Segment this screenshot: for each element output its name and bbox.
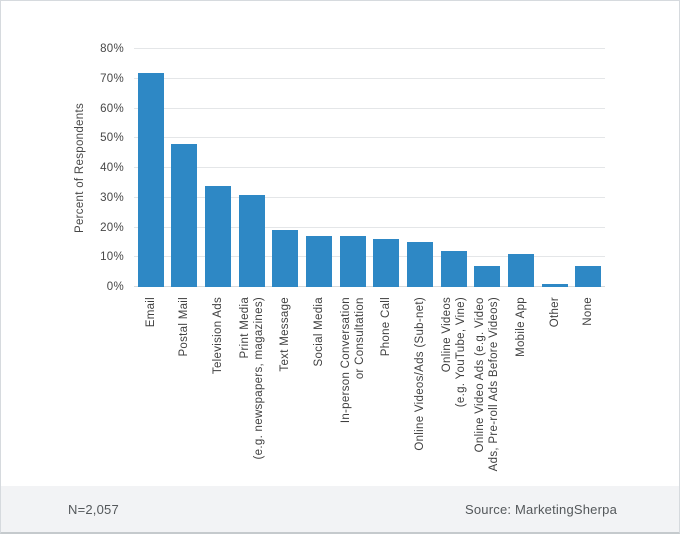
x-label-cell: In-person Conversation or Consultation	[336, 297, 370, 487]
source-credit-label: Source: MarketingSherpa	[464, 501, 617, 517]
bar-slot	[571, 49, 605, 287]
x-label-cell: Email	[134, 297, 168, 487]
bar	[373, 239, 400, 287]
gridline-40	[134, 167, 605, 168]
x-axis-label: Social Media	[313, 297, 326, 367]
x-label-cell: Mobile App	[504, 297, 538, 487]
x-axis-label: Online Video Ads (e.g. Video Ads, Pre-ro…	[474, 297, 501, 472]
y-tick-label: 50%	[100, 132, 124, 145]
bar	[575, 266, 602, 287]
bar-slot	[269, 49, 303, 287]
gridline-20	[134, 226, 605, 228]
y-tick-label: 20%	[100, 221, 124, 234]
bar-slot	[336, 49, 370, 287]
footer: N=2,057 Source: MarketingSherpa	[1, 486, 679, 532]
y-tick-label: 70%	[100, 72, 124, 85]
bar-slot	[437, 49, 471, 287]
y-tick-label: 60%	[100, 102, 124, 115]
x-label-cell: Online Videos (e.g. YouTube, Vine)	[437, 297, 471, 487]
bar-slot	[369, 49, 403, 287]
y-tick-label: 10%	[100, 251, 124, 264]
x-axis-labels: Email Postal Mail Television Ads Print Medi…	[134, 297, 605, 487]
x-axis-label: In-person Conversation or Consultation	[339, 297, 366, 424]
x-label-cell: Text Message	[269, 297, 303, 487]
bar	[339, 236, 366, 287]
bar	[171, 144, 198, 287]
x-label-cell: Phone Call	[369, 297, 403, 487]
x-axis-label: Text Message	[279, 297, 292, 372]
bar-slot	[470, 49, 504, 287]
y-tick-label: 80%	[100, 43, 124, 55]
bar	[137, 72, 164, 287]
bar-slot	[201, 49, 235, 287]
x-axis-label: Phone Call	[380, 297, 393, 357]
bar	[507, 254, 534, 287]
bar-slot	[504, 49, 538, 287]
x-label-cell: Television Ads	[201, 297, 235, 487]
bar-slot	[538, 49, 572, 287]
gridline-50	[134, 137, 605, 139]
y-axis-tick-labels: 0% 10% 20% 30% 40% 50% 60% 70% 80%	[1, 43, 124, 293]
y-tick-label: 0%	[106, 281, 124, 293]
gridlines	[134, 48, 605, 287]
x-axis-label: Email	[144, 297, 157, 328]
x-axis-label: Mobile App	[514, 297, 527, 357]
x-axis-label: Postal Mail	[178, 297, 191, 357]
x-axis-label: None	[582, 297, 595, 326]
bar-slot	[134, 49, 168, 287]
bar	[474, 266, 501, 287]
gridline-30	[134, 196, 605, 198]
bar	[406, 242, 433, 287]
x-axis-label: Television Ads	[212, 297, 225, 375]
x-axis-label: Other	[548, 297, 561, 328]
x-label-cell: Online Videos/Ads (Sub-net)	[403, 297, 437, 487]
bar-slot	[168, 49, 202, 287]
bar	[306, 236, 333, 287]
bar	[541, 284, 568, 287]
x-label-cell: Other	[538, 297, 572, 487]
x-label-cell: Postal Mail	[168, 297, 202, 487]
x-label-cell: Online Video Ads (e.g. Video Ads, Pre-ro…	[470, 297, 504, 487]
gridline-0	[134, 286, 605, 287]
bar-slot	[403, 49, 437, 287]
bar-slot	[235, 49, 269, 287]
gridline-70	[134, 77, 605, 79]
y-tick-label: 30%	[100, 191, 124, 204]
x-label-cell: Social Media	[302, 297, 336, 487]
bar	[440, 251, 467, 287]
bar	[272, 230, 299, 287]
bar	[205, 185, 232, 287]
gridline-10	[134, 256, 605, 258]
x-axis-label: Online Videos (e.g. YouTube, Vine)	[440, 297, 467, 408]
bar	[238, 194, 265, 287]
x-axis-label: Print Media (e.g. newspapers, magazines)	[238, 297, 265, 460]
bar-slot	[302, 49, 336, 287]
gridline-60	[134, 107, 605, 109]
plot-area	[134, 48, 605, 287]
x-label-cell: Print Media (e.g. newspapers, magazines)	[235, 297, 269, 487]
sample-size-label: N=2,057	[68, 501, 119, 517]
x-label-cell: None	[571, 297, 605, 487]
y-tick-label: 40%	[100, 162, 124, 174]
x-axis-label: Online Videos/Ads (Sub-net)	[413, 297, 426, 451]
gridline-80	[134, 48, 605, 49]
bar-series	[134, 49, 605, 287]
